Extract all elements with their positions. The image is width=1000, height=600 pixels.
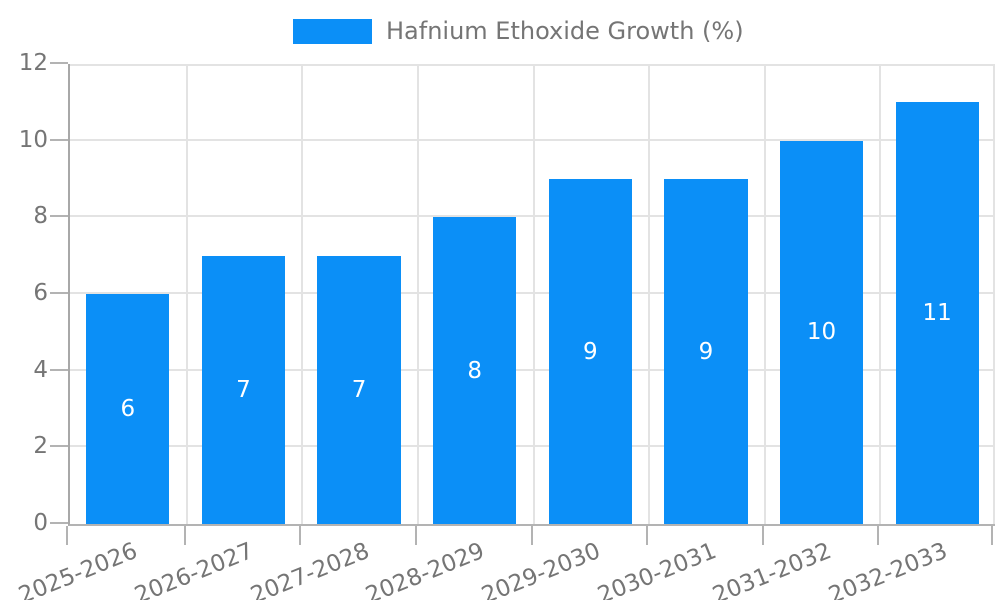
- y-axis-tick-label: 10: [18, 126, 48, 153]
- bar[interactable]: 9: [664, 179, 748, 524]
- gridline-vertical: [301, 64, 304, 524]
- bar-value-label: 9: [582, 338, 598, 365]
- bar-value-label: 11: [922, 300, 952, 327]
- x-axis-tick: [66, 526, 68, 545]
- gridline-vertical: [763, 64, 766, 524]
- bar-value-label: 10: [806, 319, 837, 346]
- y-axis-tick-label: 4: [33, 356, 48, 383]
- y-axis-tick: [50, 368, 68, 371]
- y-axis-tick: [50, 138, 68, 141]
- x-axis-tick: [877, 526, 880, 545]
- y-axis-tick-label: 0: [33, 510, 48, 536]
- bar[interactable]: 7: [201, 255, 286, 524]
- x-axis-category-label: 2026-2027: [131, 538, 258, 600]
- x-axis-category-label: 2030-2031: [593, 538, 720, 600]
- y-axis-tick-label: 2: [33, 433, 48, 460]
- legend-swatch: [293, 18, 372, 44]
- x-axis-tick: [530, 526, 533, 545]
- y-axis-tick-label: 12: [18, 50, 48, 76]
- y-axis-tick: [50, 445, 68, 448]
- x-axis-tick: [183, 526, 186, 545]
- x-axis-category-label: 2029-2030: [478, 538, 605, 600]
- bar[interactable]: 11: [895, 102, 979, 524]
- gridline-vertical: [416, 64, 419, 524]
- y-axis-tick-label: 8: [33, 203, 48, 230]
- y-axis-tick: [50, 215, 68, 218]
- bar-value-label: 6: [120, 396, 136, 422]
- x-axis-category-label: 2028-2029: [362, 538, 489, 600]
- gridline-vertical: [879, 64, 882, 524]
- gridline-vertical: [532, 64, 535, 524]
- x-axis-category-label: 2025-2026: [15, 538, 142, 600]
- legend[interactable]: Hafnium Ethoxide Growth (%): [293, 17, 744, 45]
- bar[interactable]: 8: [433, 217, 517, 524]
- bar[interactable]: 10: [779, 140, 864, 524]
- plot-area: 6 7 7 8 9 9 10 11: [68, 64, 995, 526]
- x-axis-tick: [761, 526, 764, 545]
- gridline-vertical: [185, 64, 188, 524]
- bar-value-label: 7: [351, 376, 367, 403]
- x-axis-tick: [414, 526, 417, 545]
- bar-value-label: 7: [236, 376, 251, 403]
- x-axis-tick: [991, 526, 993, 545]
- bar[interactable]: 6: [86, 294, 170, 524]
- bar-value-label: 9: [698, 338, 714, 365]
- gridline-vertical: [993, 64, 995, 524]
- x-axis-tick: [299, 526, 302, 545]
- bar[interactable]: 9: [548, 179, 632, 524]
- y-axis-tick: [50, 522, 68, 524]
- y-axis-tick-label: 6: [33, 280, 48, 306]
- bar-value-label: 8: [467, 357, 482, 384]
- x-axis-tick: [646, 526, 649, 545]
- gridline-vertical: [648, 64, 651, 524]
- bar[interactable]: 7: [317, 255, 401, 524]
- y-axis-tick: [50, 292, 68, 294]
- x-axis-category-label: 2027-2028: [246, 538, 373, 600]
- legend-label: Hafnium Ethoxide Growth (%): [386, 17, 744, 45]
- x-axis-category-label: 2031-2032: [709, 538, 836, 600]
- y-axis-tick: [50, 62, 68, 64]
- x-axis-category-label: 2032-2033: [824, 538, 951, 600]
